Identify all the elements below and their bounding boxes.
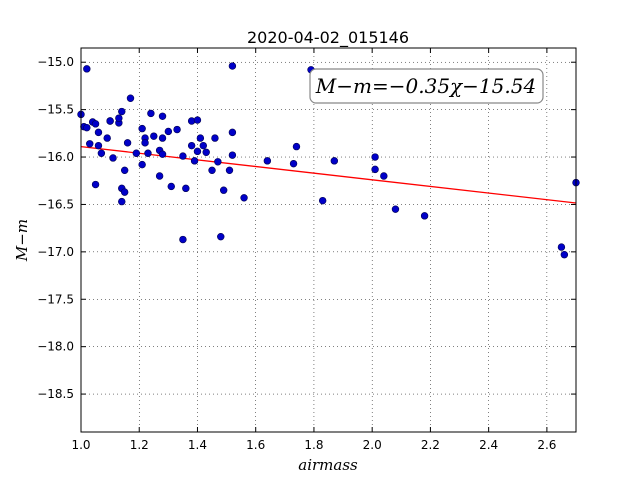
data-point [103, 134, 111, 142]
y-tick-label: −17.0 [37, 245, 74, 259]
x-tick-label: 2.0 [363, 438, 382, 452]
y-tick-label: −15.5 [37, 103, 74, 117]
data-point [202, 148, 210, 156]
data-point [83, 123, 91, 132]
x-tick-label: 1.0 [71, 438, 90, 452]
data-point [123, 139, 132, 147]
data-point [380, 172, 388, 180]
x-tick-label: 1.2 [130, 438, 149, 452]
data-point [158, 150, 167, 158]
plot-frame [80, 47, 577, 433]
grid [80, 48, 576, 432]
data-point [208, 166, 216, 175]
data-point [155, 172, 164, 180]
data-point [211, 134, 219, 142]
data-point [182, 184, 190, 193]
data-point [109, 154, 117, 162]
y-tick-label: −16.5 [37, 197, 74, 211]
data-point [91, 120, 100, 128]
data-point [560, 250, 569, 259]
data-point [420, 212, 429, 220]
data-point [141, 139, 149, 147]
x-tick-label: 1.4 [188, 438, 207, 452]
data-point [120, 166, 129, 175]
data-point [199, 141, 207, 150]
data-point [228, 128, 237, 137]
y-tick-label: −18.0 [37, 340, 74, 354]
x-tick-label: 1.6 [246, 438, 265, 452]
data-point [179, 235, 187, 244]
x-tick-label: 2.4 [479, 438, 498, 452]
x-tick-label: 2.2 [421, 438, 440, 452]
data-point [228, 62, 237, 70]
data-point [106, 117, 114, 125]
data-points [77, 62, 580, 259]
y-tick-label: −17.5 [37, 292, 74, 306]
data-point [94, 141, 103, 150]
y-tick-label: −16.0 [37, 150, 74, 164]
data-point [97, 149, 106, 157]
data-point [196, 134, 205, 142]
data-point [240, 194, 248, 202]
data-point [371, 153, 379, 161]
data-point [158, 134, 167, 142]
axis-ticks: 1.0 1.2 1.4 1.6 1.8 2.0 2.2 2.4 2.6 −15.0 −15.5 −16… [37, 48, 576, 452]
data-point [120, 188, 129, 196]
data-point [217, 232, 225, 241]
data-point [193, 147, 202, 156]
data-point [228, 151, 237, 159]
data-point [391, 205, 400, 213]
data-point [118, 107, 126, 116]
data-point [91, 180, 100, 189]
x-axis-label: airmass [298, 456, 358, 474]
y-tick-label: −15.0 [37, 55, 74, 69]
data-point [219, 186, 228, 194]
data-point [126, 94, 135, 102]
data-point [83, 65, 91, 73]
x-tick-label: 2.6 [537, 438, 556, 452]
data-point [86, 140, 94, 148]
data-point [371, 165, 379, 174]
equation-box: M−m=−0.35χ−15.54 [309, 68, 544, 104]
data-point [193, 116, 202, 124]
equation-label: M−m=−0.35χ−15.54 [315, 74, 536, 98]
data-point [263, 157, 272, 165]
data-point [147, 109, 155, 118]
data-point [214, 158, 222, 166]
chart-title: 2020-04-02_015146 [247, 28, 409, 48]
data-point [330, 157, 339, 165]
data-point [118, 197, 126, 206]
equation-box-frame [309, 68, 544, 104]
data-point [557, 243, 566, 251]
data-point [138, 124, 146, 133]
x-tick-label: 1.8 [304, 438, 323, 452]
data-point [94, 128, 103, 137]
data-point [115, 114, 123, 122]
data-point [164, 127, 173, 136]
data-point [225, 166, 234, 175]
data-point [318, 196, 327, 205]
data-point [150, 132, 158, 140]
data-point [187, 141, 196, 150]
y-tick-label: −18.5 [37, 387, 74, 401]
data-point [173, 125, 181, 134]
data-point [289, 159, 298, 168]
data-point [144, 149, 152, 157]
y-axis-label: M−m [13, 219, 31, 262]
data-point [132, 149, 141, 157]
data-point [158, 112, 167, 120]
data-point [190, 157, 199, 165]
data-point [167, 182, 175, 191]
data-point [138, 160, 146, 169]
data-point [292, 142, 301, 151]
data-point [179, 152, 187, 160]
